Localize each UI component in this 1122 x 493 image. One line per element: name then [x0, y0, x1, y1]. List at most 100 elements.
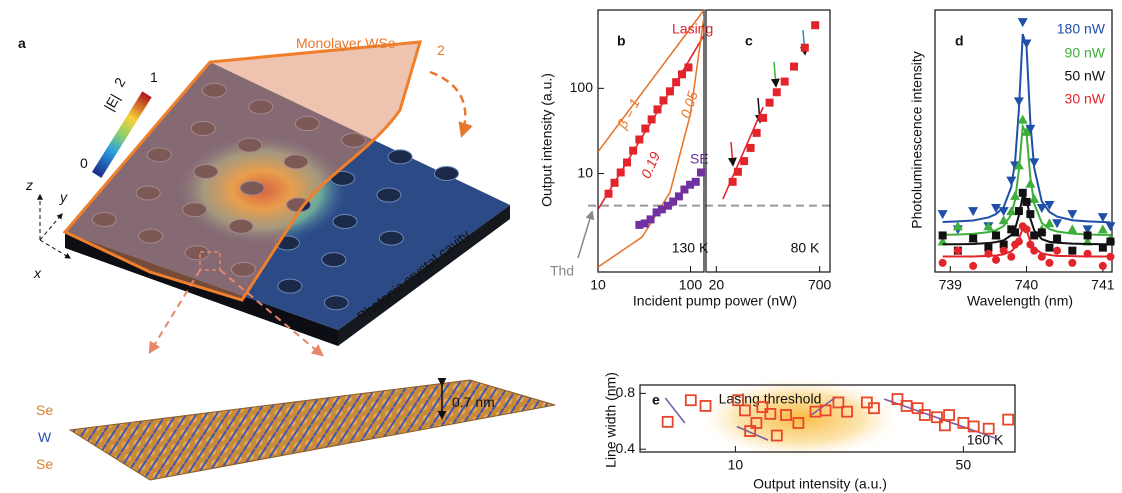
x-tick-label: 741: [1091, 277, 1115, 293]
hole: [387, 149, 413, 165]
data-point: [1029, 193, 1040, 203]
data-point: [1010, 190, 1021, 200]
data-point: [1036, 204, 1047, 214]
data-point: [752, 128, 761, 137]
data-point: [969, 234, 978, 243]
x-tick-label: 739: [939, 277, 963, 293]
data-point: [653, 105, 662, 114]
fit-line: [883, 398, 999, 440]
fit-line: [736, 425, 769, 441]
panel-label: e: [652, 392, 660, 408]
data-point: [969, 261, 978, 270]
data-point: [674, 192, 683, 201]
fit-label: β = 1: [613, 96, 643, 132]
data-point: [772, 88, 781, 97]
data-point: [943, 409, 955, 421]
atom-label: Se: [36, 456, 53, 472]
data-point: [604, 189, 613, 198]
data-point: [1098, 243, 1107, 252]
data-point: [1025, 124, 1036, 134]
data-point: [999, 246, 1008, 255]
y-axis-label: Line width (nm): [603, 372, 619, 468]
data-point: [968, 207, 979, 217]
data-point: [998, 215, 1009, 225]
plot-frame: [639, 384, 1016, 453]
data-point: [659, 96, 668, 105]
data-point: [740, 157, 749, 166]
fit-line: [942, 193, 1111, 246]
data-point: [952, 221, 963, 231]
series-label: 180 nW: [1057, 21, 1106, 37]
data-point: [1007, 252, 1016, 261]
flap-arrow: [429, 70, 473, 138]
data-point: [868, 402, 880, 415]
data-point: [1022, 197, 1031, 206]
data-point: [663, 201, 672, 210]
data-point: [1053, 246, 1062, 255]
data-point: [646, 215, 655, 224]
data-point: [635, 135, 644, 144]
data-point: [1030, 231, 1039, 240]
atom-label: W: [38, 429, 52, 445]
hole: [323, 295, 349, 311]
axis-name: z: [25, 177, 33, 193]
data-point: [992, 255, 1001, 264]
data-point: [1044, 218, 1055, 228]
data-point: [699, 400, 712, 412]
data-point: [647, 115, 656, 124]
data-point: [684, 63, 693, 72]
fit-label: 0.19: [638, 149, 664, 181]
data-point: [1026, 240, 1035, 249]
data-point: [938, 258, 947, 267]
x-tick-label: 740: [1015, 277, 1039, 293]
data-point: [1013, 97, 1024, 107]
data-point: [1067, 210, 1078, 220]
fit-line: [598, 16, 704, 268]
data-point: [931, 411, 943, 424]
data-point: [780, 409, 792, 421]
data-point: [684, 394, 697, 407]
axes-glyph: [37, 193, 72, 259]
data-point: [1082, 225, 1093, 235]
plot-frame: [597, 9, 705, 273]
data-point: [629, 146, 638, 155]
hole: [433, 166, 459, 182]
panel-label: c: [745, 33, 753, 49]
plot-frame: [934, 9, 1113, 273]
data-point: [1011, 228, 1020, 237]
data-point: [1029, 158, 1040, 168]
y-tick-label: 0.4: [616, 440, 636, 456]
layer-label-sub: 2: [437, 42, 445, 58]
lattice: [68, 379, 556, 481]
x-tick-label: 700: [808, 277, 832, 293]
data-point: [1006, 176, 1017, 186]
data-point: [1017, 114, 1028, 124]
data-point: [1026, 210, 1035, 219]
thd-pointer: [577, 210, 595, 259]
data-point: [911, 402, 924, 415]
data-point: [819, 404, 832, 417]
y-tick-label: 0.8: [616, 384, 636, 400]
data-point: [998, 207, 1009, 217]
threshold-label: Thd: [550, 263, 574, 279]
data-point: [841, 405, 853, 418]
data-point: [832, 396, 845, 409]
series-label: 90 nW: [1065, 45, 1106, 61]
data-point: [1106, 237, 1115, 246]
data-point: [759, 113, 768, 122]
fit-line: [598, 10, 704, 153]
series-label: 50 nW: [1065, 68, 1106, 84]
colorbar-gradient: [92, 91, 152, 178]
y-axis-label: Photoluminescence intensity: [909, 51, 925, 228]
data-point: [652, 208, 661, 217]
panel-label: b: [617, 33, 626, 49]
data-point: [1002, 413, 1015, 426]
zoom-line: [219, 269, 324, 357]
layer-label: Monolayer WSe: [296, 35, 396, 51]
data-point: [680, 185, 689, 194]
data-point: [678, 70, 687, 79]
colorbar-label-sup: 2: [111, 75, 129, 90]
plot-frame: [705, 9, 831, 273]
data-point: [697, 168, 706, 177]
